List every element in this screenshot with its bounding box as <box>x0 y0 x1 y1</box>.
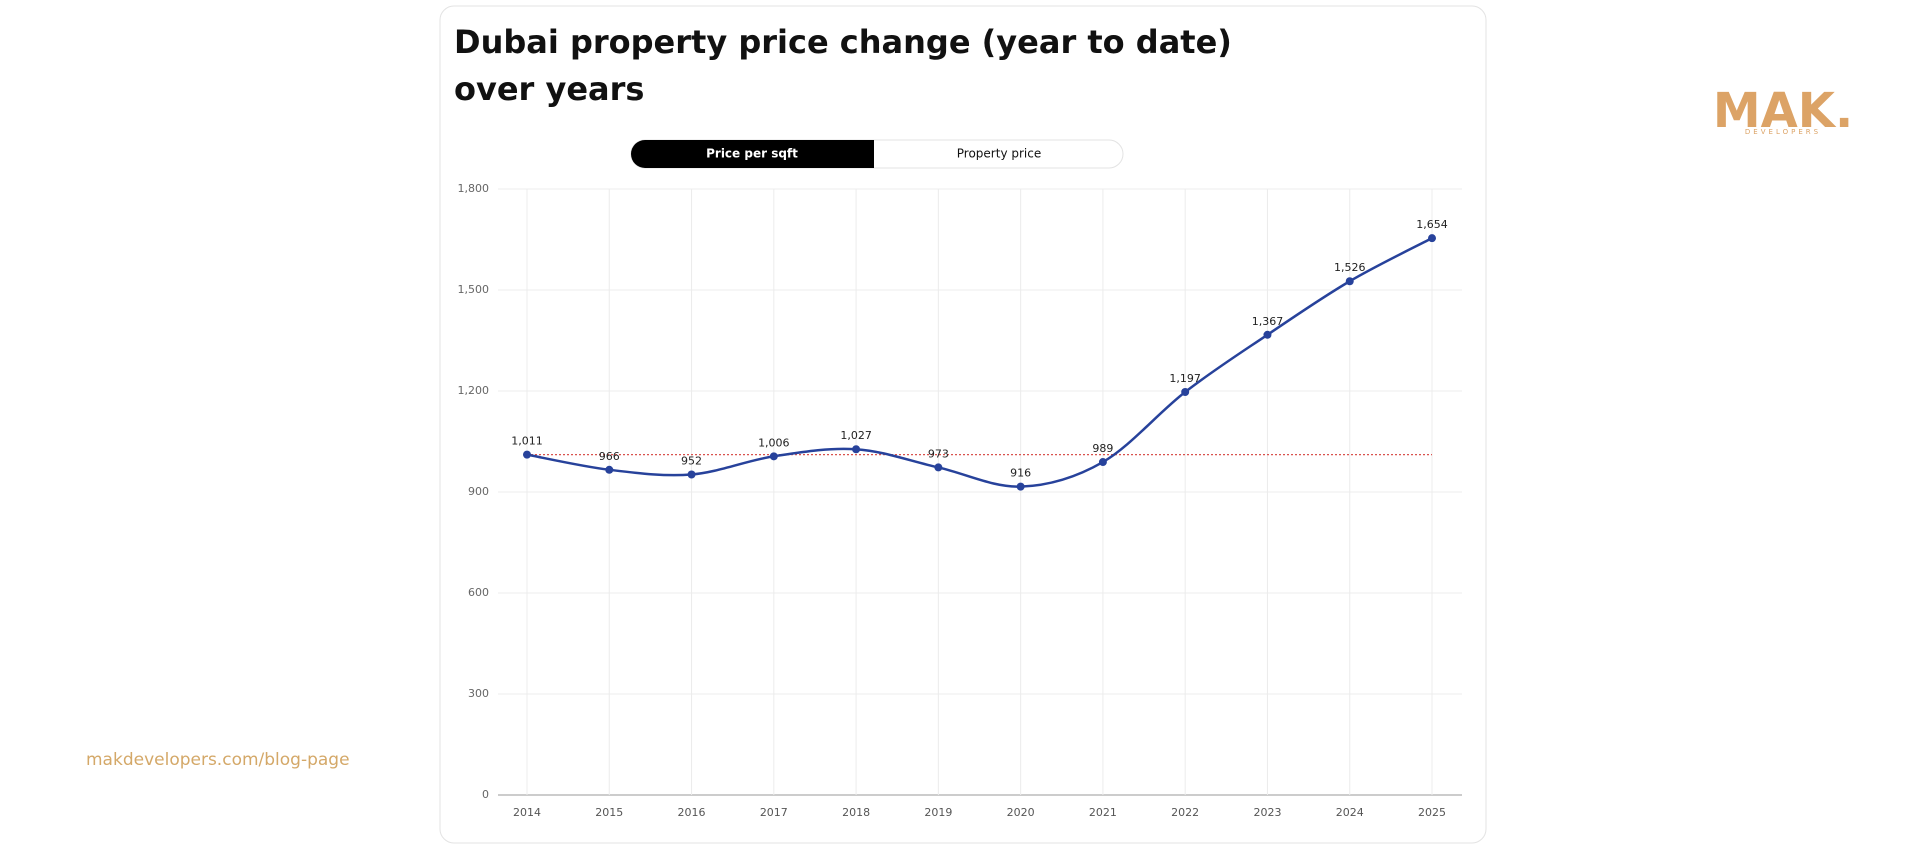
y-tick-label: 600 <box>468 586 489 599</box>
data-label: 1,011 <box>511 435 543 448</box>
logo: MAK. <box>1713 83 1853 139</box>
point <box>523 450 531 459</box>
point <box>1263 330 1272 339</box>
point <box>1181 388 1190 397</box>
y-tick-label: 300 <box>468 687 489 700</box>
y-tick-label: 1,200 <box>458 384 490 397</box>
toggle-active[interactable] <box>631 140 874 168</box>
x-tick-label: 2018 <box>842 806 870 819</box>
logo-sub: DEVELOPERS <box>1745 128 1821 136</box>
data-label: 989 <box>1092 442 1113 455</box>
data-label: 973 <box>928 447 949 460</box>
point <box>605 465 614 474</box>
card <box>439 5 1487 844</box>
chart-subtitle: over years <box>454 70 644 108</box>
point <box>1345 277 1354 286</box>
point <box>1428 234 1436 243</box>
x-tick-label: 2021 <box>1089 806 1117 819</box>
x-tick-label: 2022 <box>1171 806 1199 819</box>
point <box>1098 458 1107 467</box>
x-tick-label: 2015 <box>595 806 623 819</box>
point <box>1016 482 1025 491</box>
y-tick-label: 900 <box>468 485 489 498</box>
x-tick-label: 2017 <box>760 806 788 819</box>
data-label: 966 <box>599 450 620 463</box>
point <box>687 470 696 479</box>
y-tick-label: 0 <box>482 788 489 801</box>
toggle-option[interactable]: Property price <box>957 147 1041 161</box>
y-tick-label: 1,800 <box>458 182 490 195</box>
data-label: 1,006 <box>758 436 790 449</box>
plot: 0 300 600 900 1,200 1,500 1,800 2014 2015 2016 201… <box>458 182 1462 819</box>
footer-link[interactable]: makdevelopers.com/blog-page <box>86 750 350 770</box>
toggle-option[interactable]: Price per sqft <box>706 147 798 161</box>
point <box>852 445 861 454</box>
x-tick-label: 2024 <box>1336 806 1364 819</box>
series-line <box>526 237 1433 488</box>
x-tick-label: 2020 <box>1007 806 1035 819</box>
chart-title: Dubai property price change (year to dat… <box>454 23 1232 61</box>
x-tick-label: 2025 <box>1418 806 1446 819</box>
data-label: 1,367 <box>1252 315 1284 328</box>
data-label: 916 <box>1010 467 1031 480</box>
y-tick-label: 1,500 <box>458 283 490 296</box>
x-tick-label: 2019 <box>924 806 952 819</box>
data-label: 1,197 <box>1169 372 1201 385</box>
x-tick-label: 2016 <box>678 806 706 819</box>
point <box>934 463 943 472</box>
data-label: 1,654 <box>1416 218 1448 231</box>
data-label: 1,027 <box>840 429 872 442</box>
data-label: 952 <box>681 454 702 467</box>
point <box>769 452 778 461</box>
x-tick-label: 2014 <box>513 806 541 819</box>
x-tick-label: 2023 <box>1253 806 1281 819</box>
data-label: 1,526 <box>1334 261 1366 274</box>
